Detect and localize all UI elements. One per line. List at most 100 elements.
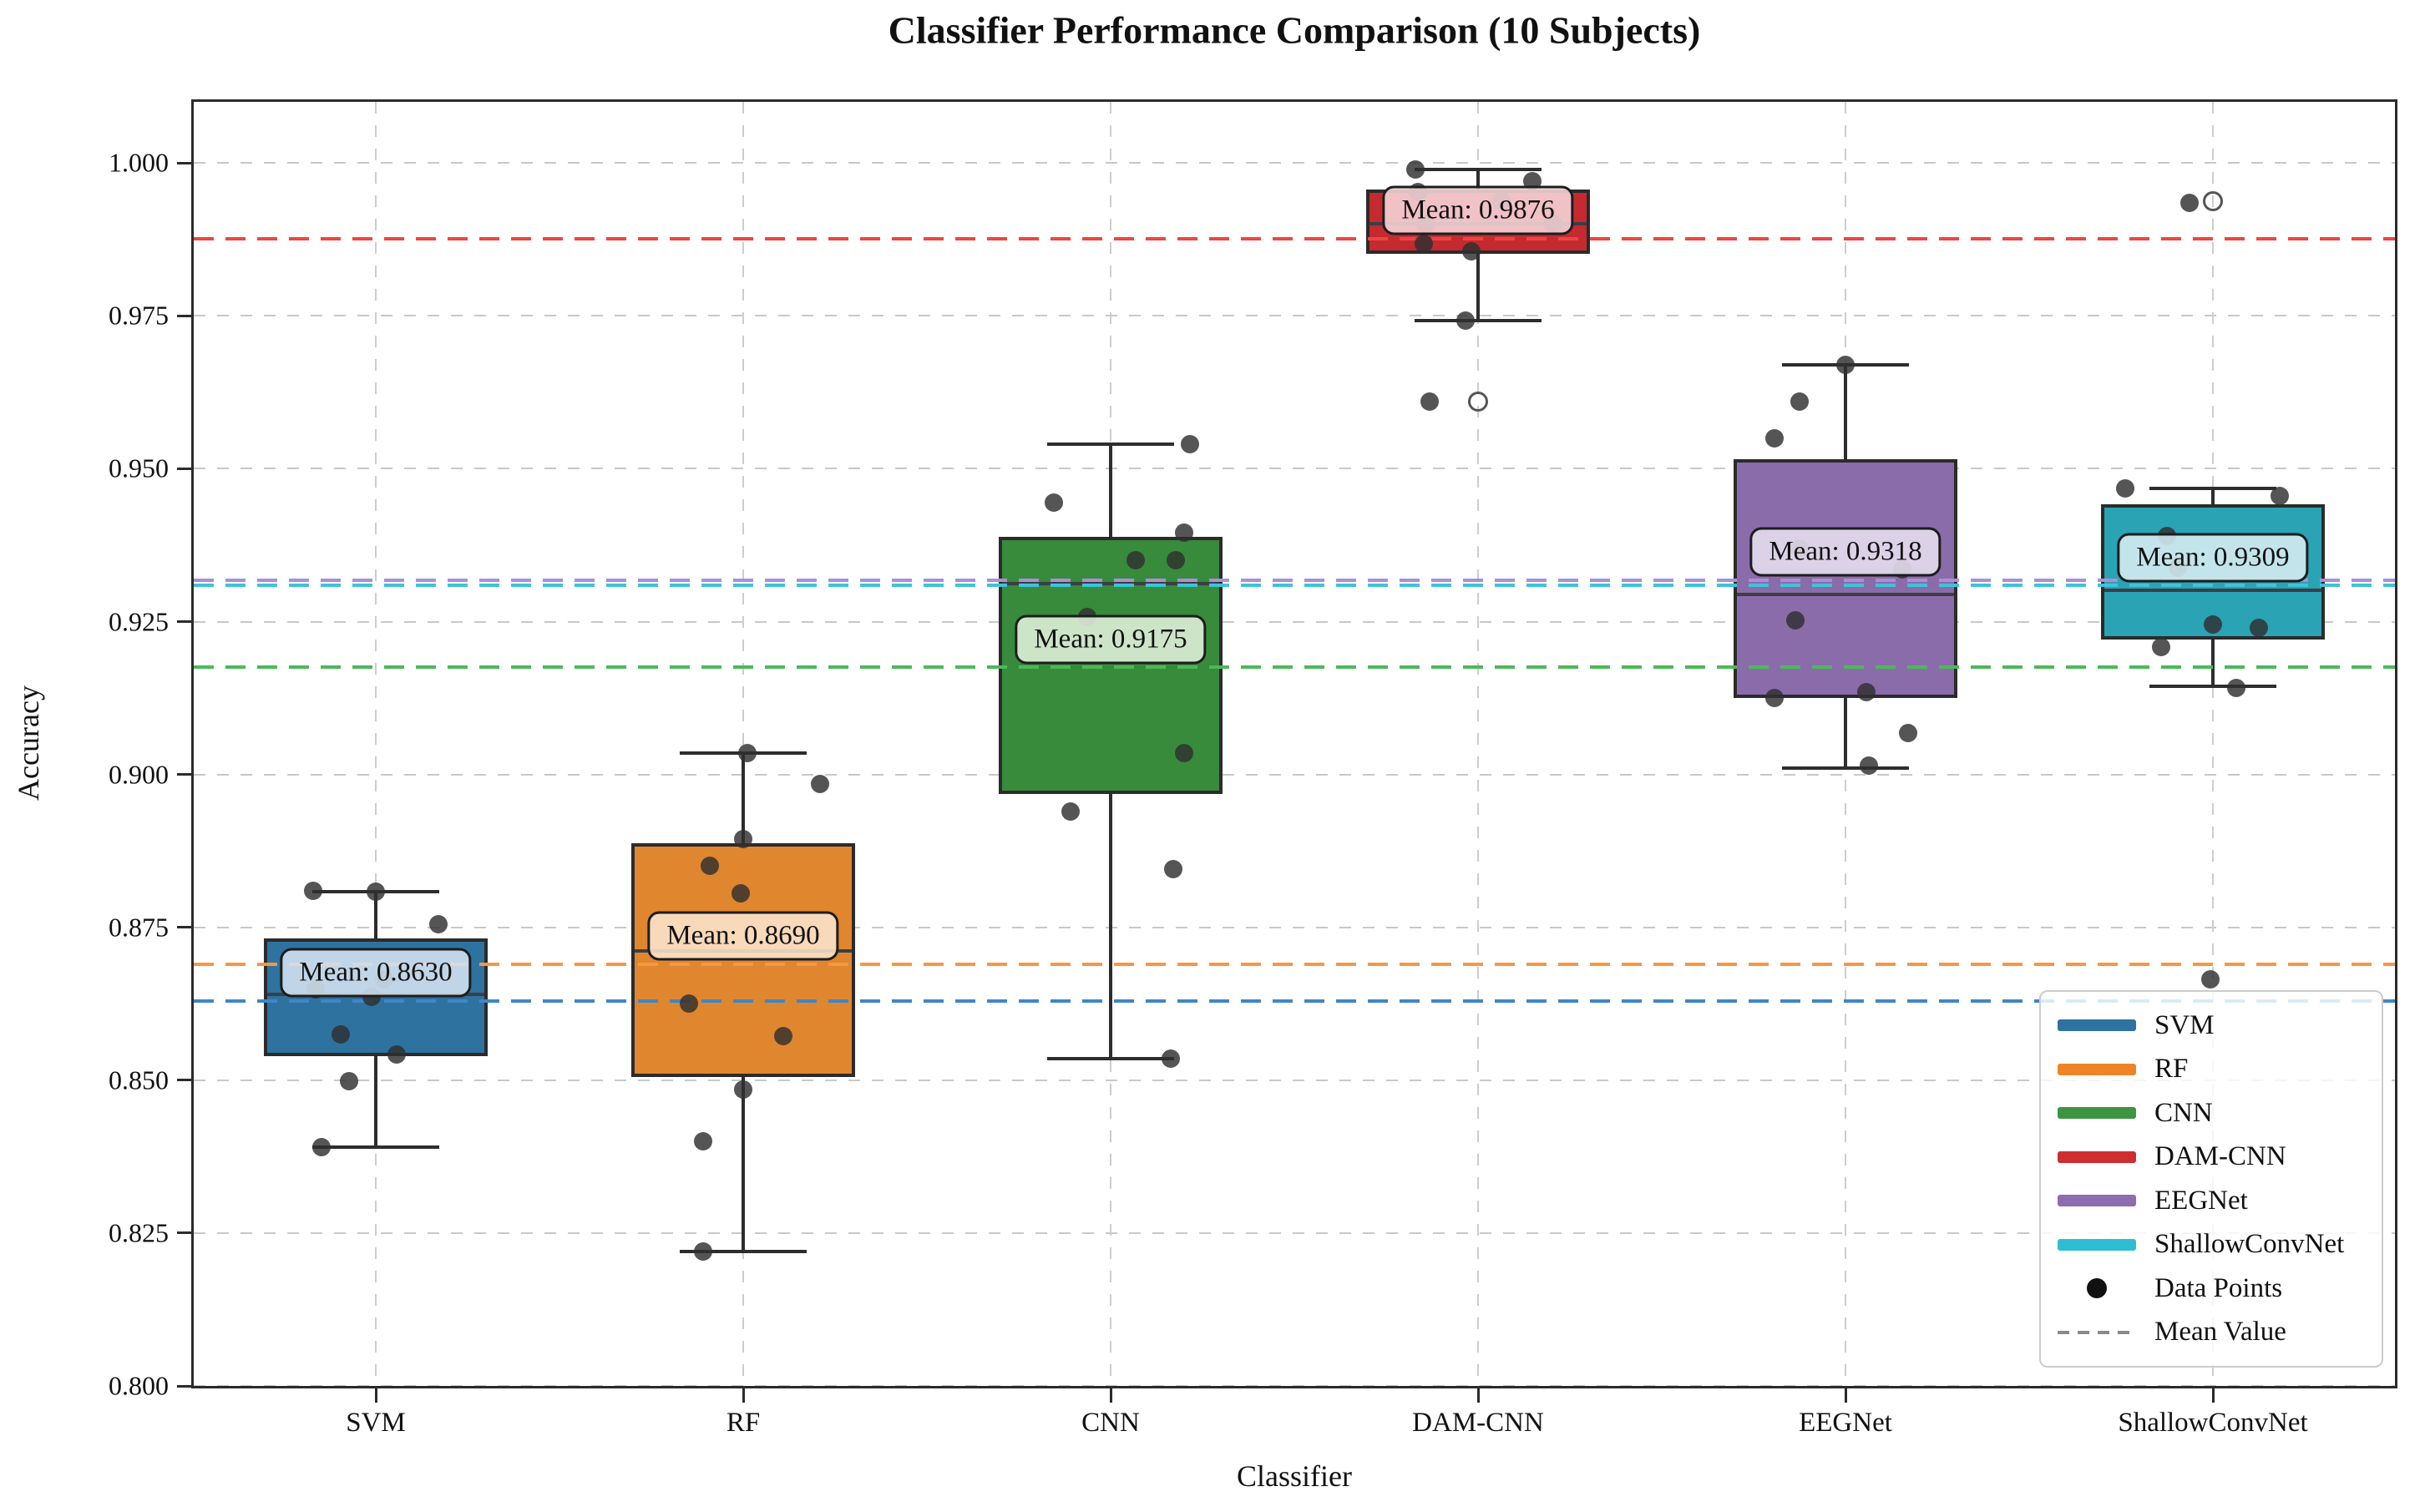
y-tick-label: 0.800 — [109, 1370, 169, 1401]
data-point — [332, 1024, 350, 1044]
data-point — [2271, 487, 2289, 506]
data-point — [1164, 860, 1182, 879]
y-axis-tick — [177, 161, 194, 164]
data-point — [2250, 618, 2268, 637]
legend-item-dam-cnn: DAM-CNN — [2058, 1139, 2365, 1176]
legend-label: Mean Value — [2154, 1317, 2286, 1348]
gridline-horizontal — [194, 926, 2395, 928]
median-EEGNet — [1737, 592, 1954, 596]
x-axis-tick — [1844, 1386, 1847, 1403]
legend-item-mean-value: Mean Value — [2058, 1314, 2365, 1351]
whisker-ShallowConvNet — [2211, 639, 2215, 687]
data-point — [1786, 611, 1805, 630]
x-tick-label: CNN — [1081, 1408, 1140, 1438]
data-point — [1167, 551, 1185, 570]
data-point — [774, 1027, 792, 1046]
legend-item-cnn: CNN — [2058, 1095, 2365, 1131]
mean-line-DAM-CNN — [194, 237, 2395, 241]
whisker-cap-DAM-CNN — [1415, 167, 1542, 171]
legend-line-swatch — [2058, 1107, 2136, 1120]
legend-dash-swatch — [2058, 1330, 2136, 1334]
mean-label-DAM-CNN: Mean: 0.9876 — [1382, 185, 1574, 235]
whisker-cap-CNN — [1047, 1057, 1174, 1061]
legend-label: Data Points — [2154, 1272, 2283, 1303]
data-point — [312, 1138, 331, 1157]
mean-line-ShallowConvNet — [194, 584, 2395, 588]
whisker-cap-EEGNet — [1782, 766, 1909, 771]
whisker-DAM-CNN — [1476, 169, 1480, 190]
data-point — [1420, 392, 1439, 411]
outlier-point — [2203, 191, 2223, 212]
x-tick-label: EEGNet — [1799, 1408, 1892, 1438]
data-point — [1456, 311, 1475, 331]
mean-line-SVM — [194, 999, 2395, 1003]
data-point — [738, 743, 757, 762]
data-point — [811, 774, 829, 793]
data-point — [1765, 428, 1784, 448]
whisker-cap-ShallowConvNet — [2149, 685, 2276, 689]
legend-item-svm: SVM — [2058, 1007, 2365, 1044]
data-point — [1175, 743, 1193, 762]
data-point — [1462, 242, 1481, 261]
data-point — [734, 829, 752, 848]
gridline-horizontal — [194, 1079, 2395, 1081]
y-axis-tick — [177, 467, 194, 470]
data-point — [304, 881, 322, 900]
mean-label-RF: Mean: 0.8690 — [647, 911, 839, 961]
data-point — [694, 1241, 712, 1261]
whisker-CNN — [1109, 794, 1112, 1059]
data-point — [367, 882, 385, 902]
legend-label: RF — [2154, 1054, 2189, 1085]
legend-line-swatch — [2058, 1238, 2136, 1251]
data-point — [429, 915, 448, 934]
x-axis-tick — [742, 1386, 745, 1403]
data-point — [2227, 678, 2245, 697]
y-axis-tick — [177, 314, 194, 317]
mean-label-EEGNet: Mean: 0.9318 — [1749, 527, 1942, 577]
data-point — [1181, 435, 1199, 454]
mean-line-CNN — [194, 665, 2395, 670]
data-point — [1899, 723, 1917, 742]
y-tick-label: 0.900 — [109, 759, 169, 790]
legend-dot-swatch — [2058, 1278, 2136, 1299]
data-point — [340, 1072, 358, 1091]
whisker-DAM-CNN — [1476, 253, 1480, 321]
y-tick-label: 1.000 — [109, 147, 169, 178]
data-point — [734, 1080, 752, 1099]
legend-label: CNN — [2154, 1097, 2213, 1128]
data-point — [1126, 551, 1145, 570]
x-tick-label: ShallowConvNet — [2118, 1408, 2308, 1438]
x-axis-tick — [1476, 1386, 1480, 1403]
data-point — [1415, 234, 1433, 253]
data-point — [2116, 478, 2134, 498]
y-axis-tick — [177, 926, 194, 929]
mean-label-SVM: Mean: 0.8630 — [280, 948, 472, 998]
data-point — [1045, 493, 1063, 512]
whisker-EEGNet — [1844, 364, 1847, 459]
legend-label: SVM — [2154, 1009, 2215, 1040]
outlier-point — [1468, 391, 1488, 412]
data-point — [1406, 159, 1425, 179]
whisker-cap-SVM — [312, 1145, 439, 1150]
gridline-vertical — [1477, 102, 1479, 1386]
data-point — [2152, 638, 2170, 657]
gridline-horizontal — [194, 773, 2395, 776]
legend-item-data-points: Data Points — [2058, 1270, 2365, 1307]
data-point — [701, 857, 719, 876]
legend-line-swatch — [2058, 1195, 2136, 1207]
plot-frame — [191, 99, 2397, 1388]
whisker-ShallowConvNet — [2211, 488, 2215, 504]
data-point — [387, 1045, 406, 1064]
y-axis-tick — [177, 773, 194, 776]
y-tick-label: 0.975 — [109, 300, 169, 331]
data-point — [1836, 355, 1855, 374]
gridline-horizontal — [194, 1231, 2395, 1234]
data-point — [1162, 1049, 1180, 1069]
data-point — [1523, 172, 1542, 191]
y-tick-label: 0.950 — [109, 453, 169, 483]
mean-line-RF — [194, 962, 2395, 966]
whisker-cap-CNN — [1047, 442, 1174, 447]
gridline-vertical — [2212, 102, 2214, 1386]
gridline-horizontal — [194, 162, 2395, 164]
